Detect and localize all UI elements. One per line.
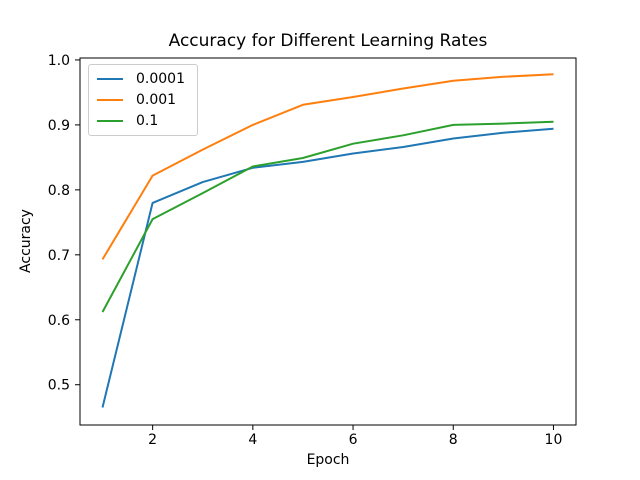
legend-item: 0.0001 xyxy=(97,71,185,87)
legend-line-swatch xyxy=(97,99,123,101)
y-tick-label: 0.8 xyxy=(48,183,70,199)
series-line-0.001 xyxy=(101,73,554,260)
legend-label: 0.1 xyxy=(136,113,159,129)
x-tick-label: 4 xyxy=(248,432,257,448)
x-tick-label: 2 xyxy=(148,432,157,448)
series-line-0.0001 xyxy=(101,127,554,408)
axes-spines xyxy=(79,57,577,426)
x-tick-label: 6 xyxy=(349,432,358,448)
legend: 0.0001 0.001 0.1 xyxy=(88,64,198,136)
legend-line-swatch xyxy=(97,78,123,80)
y-tick-label: 0.5 xyxy=(48,378,70,394)
x-tick-label: 8 xyxy=(449,432,458,448)
legend-label: 0.0001 xyxy=(136,71,185,87)
legend-line-swatch xyxy=(97,120,123,122)
legend-label: 0.001 xyxy=(136,92,177,108)
legend-item: 0.1 xyxy=(97,113,185,129)
x-axis-label: Epoch xyxy=(306,452,350,468)
legend-item: 0.001 xyxy=(97,92,185,108)
y-tick-label: 0.7 xyxy=(48,248,70,264)
y-tick-label: 0.6 xyxy=(48,313,70,329)
y-tick-label: 0.9 xyxy=(48,118,70,134)
chart-title: Accuracy for Different Learning Rates xyxy=(168,31,488,51)
series-line-0.1 xyxy=(101,120,554,313)
y-tick-label: 1.0 xyxy=(48,53,70,69)
x-tick-label: 10 xyxy=(545,432,563,448)
